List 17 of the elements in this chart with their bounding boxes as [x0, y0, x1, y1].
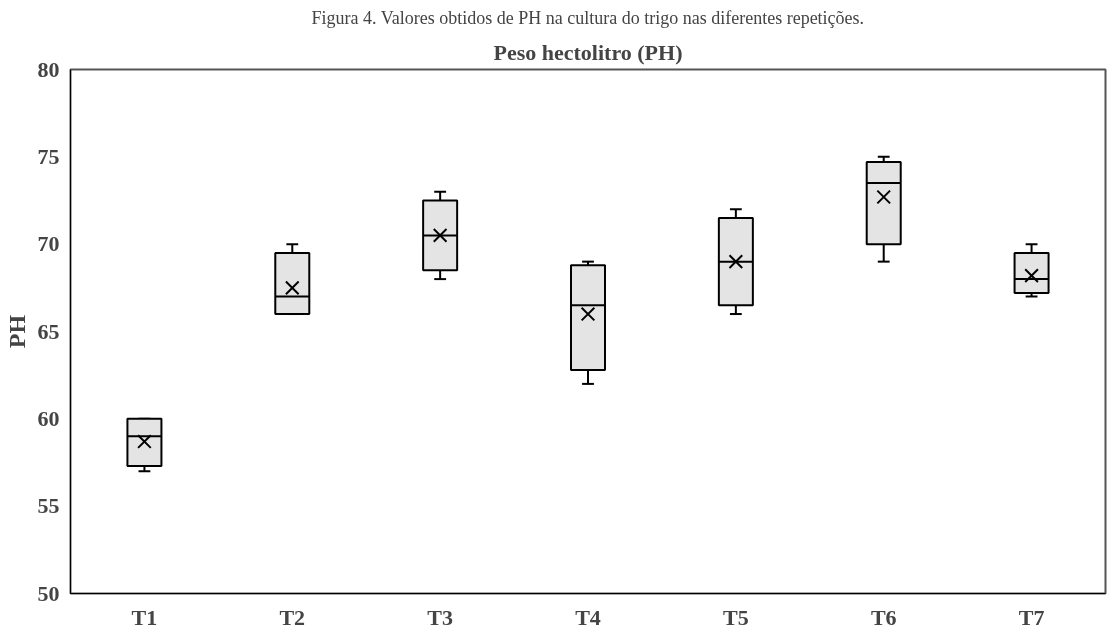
x-tick-label: T6: [870, 604, 897, 630]
y-tick-label: 80: [37, 56, 60, 82]
x-tick-label: T5: [723, 604, 749, 630]
y-tick-label: 55: [37, 493, 60, 519]
y-tick-label: 60: [37, 405, 60, 431]
y-tick-label: 70: [37, 231, 60, 257]
x-tick-label: T2: [279, 604, 306, 630]
y-axis-title: PH: [3, 314, 30, 349]
x-tick-label: T1: [131, 604, 158, 630]
text: Figura 4. Valores obtidos de PH na cultura do trigo nas diferentes repetições.: [311, 7, 865, 28]
y-tick-label: 50: [37, 580, 60, 606]
chart-title: Peso hectolitro (PH): [493, 39, 683, 65]
x-tick-label: T7: [1018, 604, 1045, 630]
x-tick-label: T4: [575, 604, 601, 630]
y-tick-label: 75: [37, 143, 60, 169]
x-tick-label: T3: [427, 604, 453, 630]
y-tick-label: 65: [37, 318, 60, 344]
